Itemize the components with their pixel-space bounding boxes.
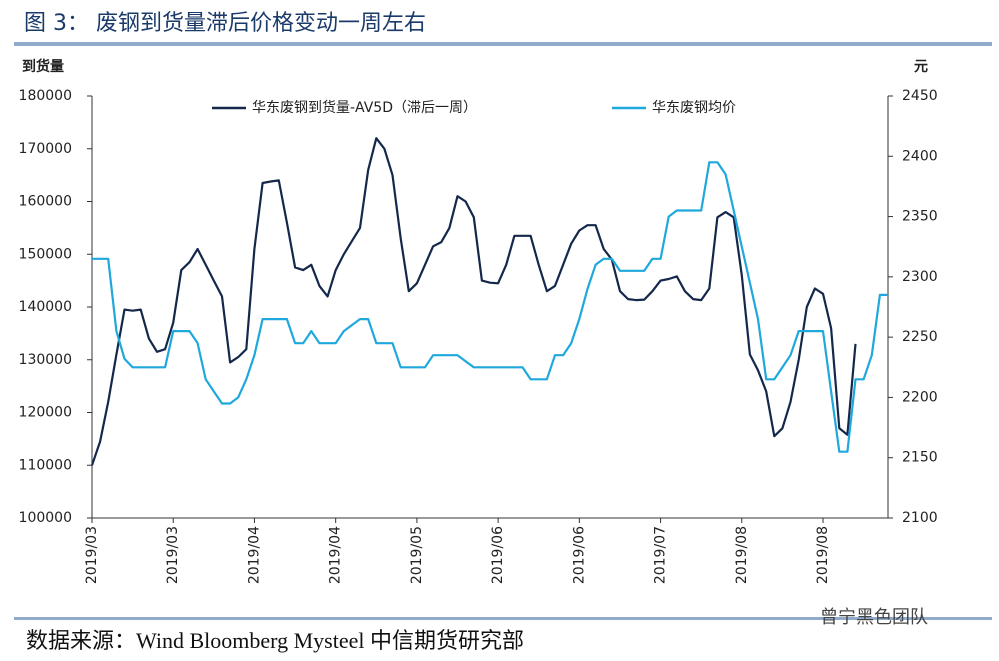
y-tick-label: 100000 bbox=[19, 510, 72, 526]
y2-tick-label: 2100 bbox=[902, 510, 938, 526]
legend-label: 华东废钢均价 bbox=[652, 100, 736, 116]
y2-tick-label: 2400 bbox=[902, 148, 938, 164]
y-tick-label: 150000 bbox=[19, 246, 72, 262]
legend-label: 华东废钢到货量-AV5D（滞后一周） bbox=[252, 99, 477, 116]
x-tick-label: 2019/08 bbox=[734, 526, 750, 584]
x-tick-label: 2019/03 bbox=[84, 526, 100, 584]
chart-title: 图 3： 废钢到货量滞后价格变动一周左右 bbox=[24, 11, 426, 36]
y2-tick-label: 2350 bbox=[902, 209, 938, 225]
y2-tick-label: 2450 bbox=[902, 88, 938, 104]
y-tick-label: 110000 bbox=[19, 457, 72, 473]
y2-tick-label: 2300 bbox=[902, 269, 938, 285]
y-tick-label: 120000 bbox=[19, 405, 72, 421]
title-rule bbox=[14, 42, 992, 46]
series-line bbox=[92, 161, 888, 453]
footer-rule bbox=[14, 617, 992, 620]
x-tick-label: 2019/03 bbox=[165, 526, 181, 584]
source: 数据来源：Wind Bloomberg Mysteel 中信期货研究部 bbox=[26, 628, 524, 653]
x-tick-label: 2019/04 bbox=[246, 526, 262, 584]
y-axis-label: 到货量 bbox=[22, 58, 64, 75]
y2-tick-label: 2250 bbox=[902, 329, 938, 345]
x-tick-label: 2019/07 bbox=[653, 526, 669, 584]
y2-tick-label: 2200 bbox=[902, 389, 938, 405]
series-line bbox=[90, 137, 857, 466]
x-tick-label: 2019/06 bbox=[490, 526, 506, 584]
y-tick-label: 170000 bbox=[19, 141, 72, 157]
y-tick-label: 130000 bbox=[19, 352, 72, 368]
y-tick-label: 180000 bbox=[19, 88, 72, 104]
y2-axis-label: 元 bbox=[914, 59, 928, 75]
x-tick-label: 2019/04 bbox=[328, 526, 344, 584]
watermark: 曾宁黑色团队 bbox=[820, 607, 928, 628]
x-tick-label: 2019/05 bbox=[409, 526, 425, 584]
y-tick-label: 160000 bbox=[19, 194, 72, 210]
y-tick-label: 140000 bbox=[19, 299, 72, 315]
x-tick-label: 2019/06 bbox=[571, 526, 587, 584]
y2-tick-label: 2150 bbox=[902, 450, 938, 466]
x-tick-label: 2019/08 bbox=[815, 526, 831, 584]
